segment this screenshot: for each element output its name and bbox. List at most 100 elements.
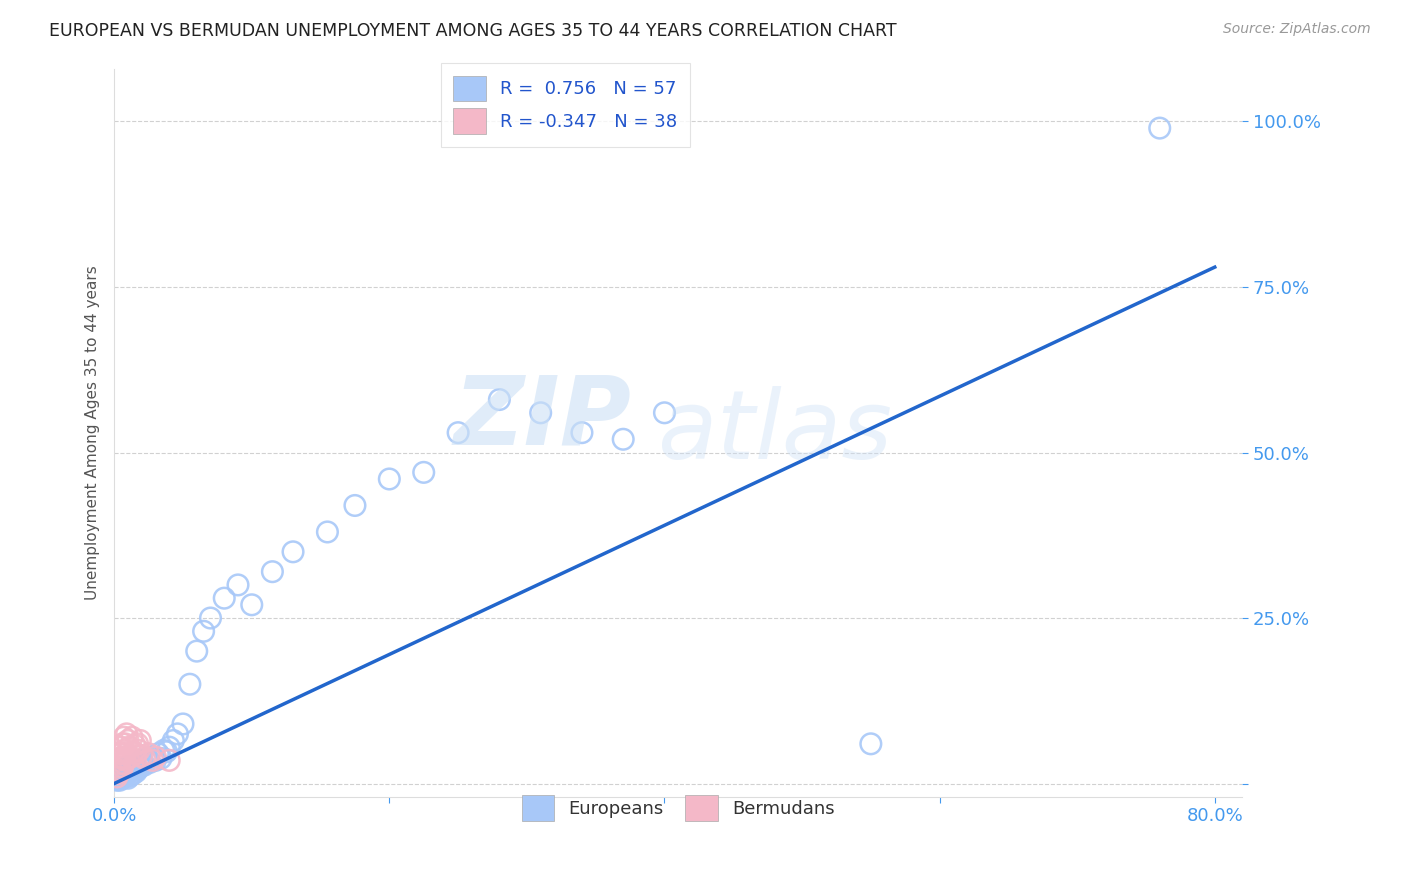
Point (107, 760, 129, 774)
Point (571, 425, 593, 440)
Point (105, 770, 128, 784)
Point (110, 770, 132, 784)
Point (117, 760, 139, 774)
Point (488, 392, 510, 407)
Point (118, 740, 141, 755)
Point (142, 753, 165, 767)
Point (114, 737, 136, 751)
Point (110, 751, 132, 765)
Point (412, 466, 434, 480)
Point (145, 753, 167, 767)
Point (105, 764, 128, 778)
Point (107, 766, 129, 780)
Point (152, 743, 174, 757)
Point (155, 745, 177, 759)
Point (107, 753, 129, 767)
Point (1149, 121, 1171, 136)
Point (129, 733, 152, 747)
Point (117, 751, 139, 765)
Point (128, 756, 150, 771)
Point (134, 758, 156, 772)
Point (111, 737, 134, 751)
Point (200, 611, 222, 625)
Point (110, 764, 132, 778)
Point (128, 743, 150, 757)
Text: atlas: atlas (657, 386, 891, 479)
Point (120, 769, 142, 783)
Point (138, 747, 160, 761)
Text: EUROPEAN VS BERMUDAN UNEMPLOYMENT AMONG AGES 35 TO 44 YEARS CORRELATION CHART: EUROPEAN VS BERMUDAN UNEMPLOYMENT AMONG … (49, 22, 897, 40)
Point (262, 565, 284, 579)
Point (121, 730, 143, 744)
Point (134, 751, 156, 765)
Point (281, 545, 304, 559)
Point (120, 750, 142, 764)
Point (530, 406, 553, 420)
Point (179, 677, 201, 691)
Point (122, 766, 145, 780)
Point (124, 760, 146, 774)
Point (117, 771, 139, 785)
Point (107, 771, 129, 785)
Point (110, 766, 132, 780)
Point (212, 591, 235, 606)
Point (136, 751, 159, 765)
Point (108, 747, 131, 761)
Point (115, 766, 138, 780)
Point (612, 432, 634, 446)
Point (172, 717, 194, 731)
Point (343, 499, 366, 513)
Y-axis label: Unemployment Among Ages 35 to 44 years: Unemployment Among Ages 35 to 44 years (86, 265, 100, 600)
Point (115, 727, 138, 741)
Point (111, 771, 134, 785)
Point (112, 730, 135, 744)
Point (114, 753, 136, 767)
Point (316, 524, 339, 539)
Point (378, 472, 401, 486)
Point (139, 756, 162, 770)
Point (118, 764, 141, 779)
Point (112, 756, 135, 771)
Legend: Europeans, Bermudans: Europeans, Bermudans (508, 780, 849, 835)
Text: Source: ZipAtlas.com: Source: ZipAtlas.com (1223, 22, 1371, 37)
Point (105, 773, 128, 788)
Point (193, 624, 215, 639)
Point (114, 764, 136, 778)
Point (112, 743, 135, 757)
Point (142, 750, 165, 764)
Point (111, 760, 134, 774)
Point (859, 737, 882, 751)
Text: ZIP: ZIP (454, 372, 631, 465)
Point (115, 747, 138, 761)
Point (157, 740, 180, 755)
Point (162, 733, 184, 747)
Point (157, 753, 180, 767)
Point (226, 578, 249, 592)
Point (131, 753, 153, 767)
Point (114, 770, 136, 784)
Point (121, 764, 143, 778)
Point (129, 760, 152, 774)
Point (131, 748, 153, 763)
Point (108, 756, 131, 771)
Point (127, 737, 149, 751)
Point (125, 747, 148, 761)
Point (145, 750, 167, 764)
Point (166, 727, 188, 741)
Point (112, 764, 135, 779)
Point (124, 738, 146, 752)
Point (654, 406, 676, 420)
Point (112, 769, 135, 783)
Point (149, 751, 172, 765)
Point (117, 733, 139, 747)
Point (148, 747, 170, 761)
Point (108, 773, 131, 788)
Point (186, 644, 208, 658)
Point (110, 740, 132, 755)
Point (125, 764, 148, 779)
Point (240, 598, 263, 612)
Point (447, 425, 470, 440)
Point (111, 750, 134, 764)
Point (127, 762, 149, 776)
Point (122, 745, 145, 759)
